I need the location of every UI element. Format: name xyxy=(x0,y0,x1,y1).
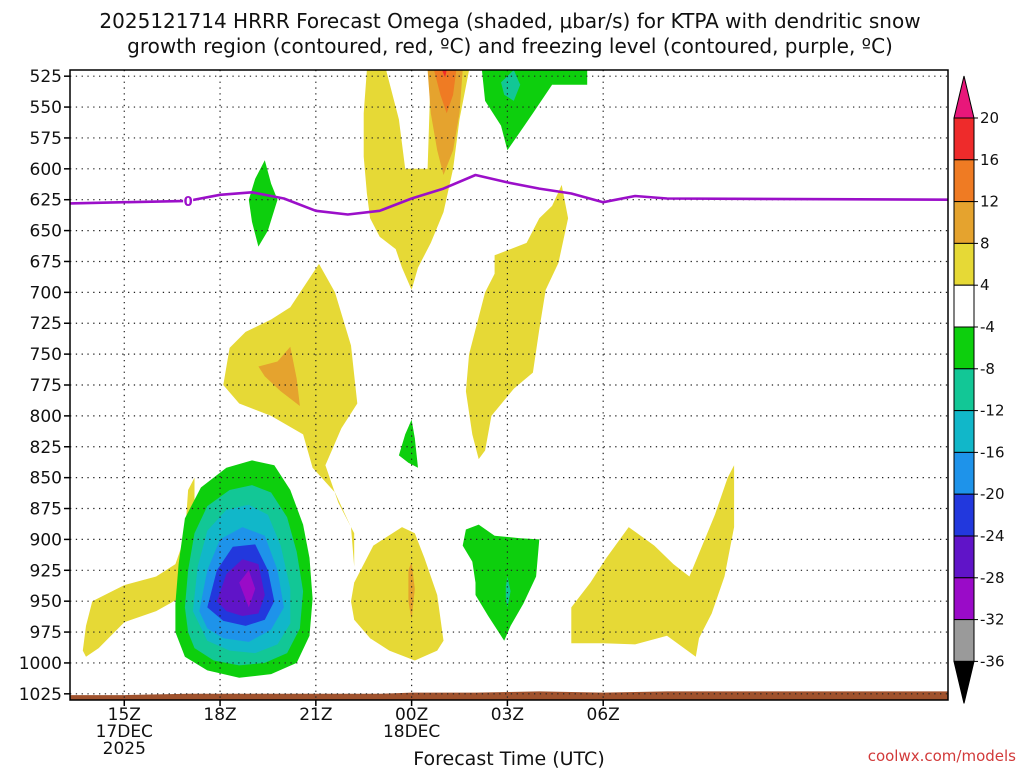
x-tick-label: 15Z xyxy=(108,705,141,725)
colorbar-level-label: 12 xyxy=(980,193,999,211)
y-axis: 525 550 575 600 625 650 675 700 725 750 775 800 825 8… xyxy=(19,67,70,705)
x-tick-year: 2025 xyxy=(103,739,146,759)
colorbar-level-label: 16 xyxy=(980,151,999,169)
omega-region-10 xyxy=(442,70,447,78)
y-tick-label: 900 xyxy=(30,530,62,550)
omega-region-9 xyxy=(434,70,457,114)
colorbar-level-label: -24 xyxy=(980,527,1005,545)
colorbar-box-6 xyxy=(953,326,975,370)
y-tick-label: 1025 xyxy=(19,685,62,705)
colorbar-box-13 xyxy=(953,619,975,662)
colorbar-level-label: -28 xyxy=(980,569,1005,587)
x-tick-label: 18Z xyxy=(203,705,236,725)
colorbar-box-10 xyxy=(953,493,975,537)
y-tick-label: 800 xyxy=(30,407,62,427)
freezing-level-line xyxy=(69,173,949,216)
omega-region-14 xyxy=(462,524,540,641)
colorbar-level-label: 20 xyxy=(980,109,999,127)
colorbar: 20 16 12 8 4 -4 -8 -12 -16 -20 -24 -28 -32 -36 xyxy=(953,75,1005,704)
y-tick-label: 650 xyxy=(30,222,62,242)
dotted-grid xyxy=(70,70,948,700)
y-tick-label: 575 xyxy=(30,129,62,149)
colorbar-level-label: -36 xyxy=(980,652,1005,670)
colorbar-bottom-arrow xyxy=(953,660,975,704)
omega-region-4 xyxy=(351,527,444,661)
y-tick-label: 525 xyxy=(30,67,62,87)
y-tick-label: 775 xyxy=(30,376,62,396)
colorbar-box-5 xyxy=(953,284,975,328)
colorbar-box-3 xyxy=(953,201,975,244)
omega-region-13 xyxy=(398,419,418,468)
omega-shaded-regions xyxy=(82,70,735,678)
x-tick-date: 18DEC xyxy=(383,722,440,742)
chart-title-line2: growth region (contoured, red, ºC) and f… xyxy=(127,34,893,58)
credit-link[interactable]: coolwx.com/models xyxy=(868,747,1016,765)
omega-region-6 xyxy=(427,70,463,175)
y-tick-label: 700 xyxy=(30,283,62,303)
omega-region-0 xyxy=(82,477,195,657)
ground-fill xyxy=(70,691,948,700)
y-tick-label: 750 xyxy=(30,345,62,365)
colorbar-level-label: -12 xyxy=(980,402,1005,420)
colorbar-level-label: -8 xyxy=(980,360,995,378)
freezing-level-layer: 0 xyxy=(69,173,949,216)
y-tick-label: 625 xyxy=(30,191,62,211)
omega-region-17 xyxy=(501,70,521,101)
omega-region-5 xyxy=(571,465,735,657)
colorbar-box-12 xyxy=(953,577,975,621)
colorbar-box-7 xyxy=(953,368,975,412)
freezing-label-bg xyxy=(183,193,194,208)
colorbar-level-label: -20 xyxy=(980,485,1005,503)
omega-region-11 xyxy=(248,160,278,247)
colorbar-box-4 xyxy=(953,242,975,286)
y-tick-label: 1000 xyxy=(19,654,62,674)
x-tick-label: 00Z xyxy=(395,705,428,725)
x-tick-label: 06Z xyxy=(587,705,620,725)
omega-region-8 xyxy=(408,561,415,620)
omega-region-18 xyxy=(505,576,511,608)
y-tick-label: 950 xyxy=(30,592,62,612)
omega-region-3 xyxy=(465,184,569,460)
y-tick-label: 925 xyxy=(30,561,62,581)
chart-title-line1: 2025121714 HRRR Forecast Omega (shaded, … xyxy=(99,9,920,33)
colorbar-box-9 xyxy=(953,451,975,495)
colorbar-box-2 xyxy=(953,159,975,203)
x-tick-date: 17DEC xyxy=(96,722,153,742)
y-tick-label: 850 xyxy=(30,469,62,489)
colorbar-box-8 xyxy=(953,410,975,453)
x-axis-label: Forecast Time (UTC) xyxy=(413,748,604,768)
colorbar-level-label: 4 xyxy=(980,276,990,294)
x-tick-label: 03Z xyxy=(491,705,524,725)
y-tick-label: 875 xyxy=(30,500,62,520)
colorbar-level-label: -32 xyxy=(980,611,1005,629)
freezing-level-label: 0 xyxy=(184,195,193,210)
colorbar-top-arrow xyxy=(953,75,975,119)
x-tick-label: 21Z xyxy=(299,705,332,725)
omega-region-1 xyxy=(223,263,358,567)
colorbar-level-label: -4 xyxy=(980,318,995,336)
y-tick-label: 675 xyxy=(30,252,62,272)
colorbar-box-1 xyxy=(953,117,975,161)
colorbar-level-label: 8 xyxy=(980,234,990,252)
y-tick-label: 975 xyxy=(30,623,62,643)
y-tick-label: 600 xyxy=(30,160,62,180)
omega-region-23 xyxy=(239,570,256,608)
colorbar-box-11 xyxy=(953,535,975,579)
y-tick-label: 825 xyxy=(30,438,62,458)
omega-region-22 xyxy=(216,559,265,616)
y-tick-label: 550 xyxy=(30,98,62,118)
omega-region-7 xyxy=(258,346,300,406)
colorbar-level-label: -16 xyxy=(980,443,1005,461)
ground-surface xyxy=(70,691,948,700)
y-tick-label: 725 xyxy=(30,314,62,334)
